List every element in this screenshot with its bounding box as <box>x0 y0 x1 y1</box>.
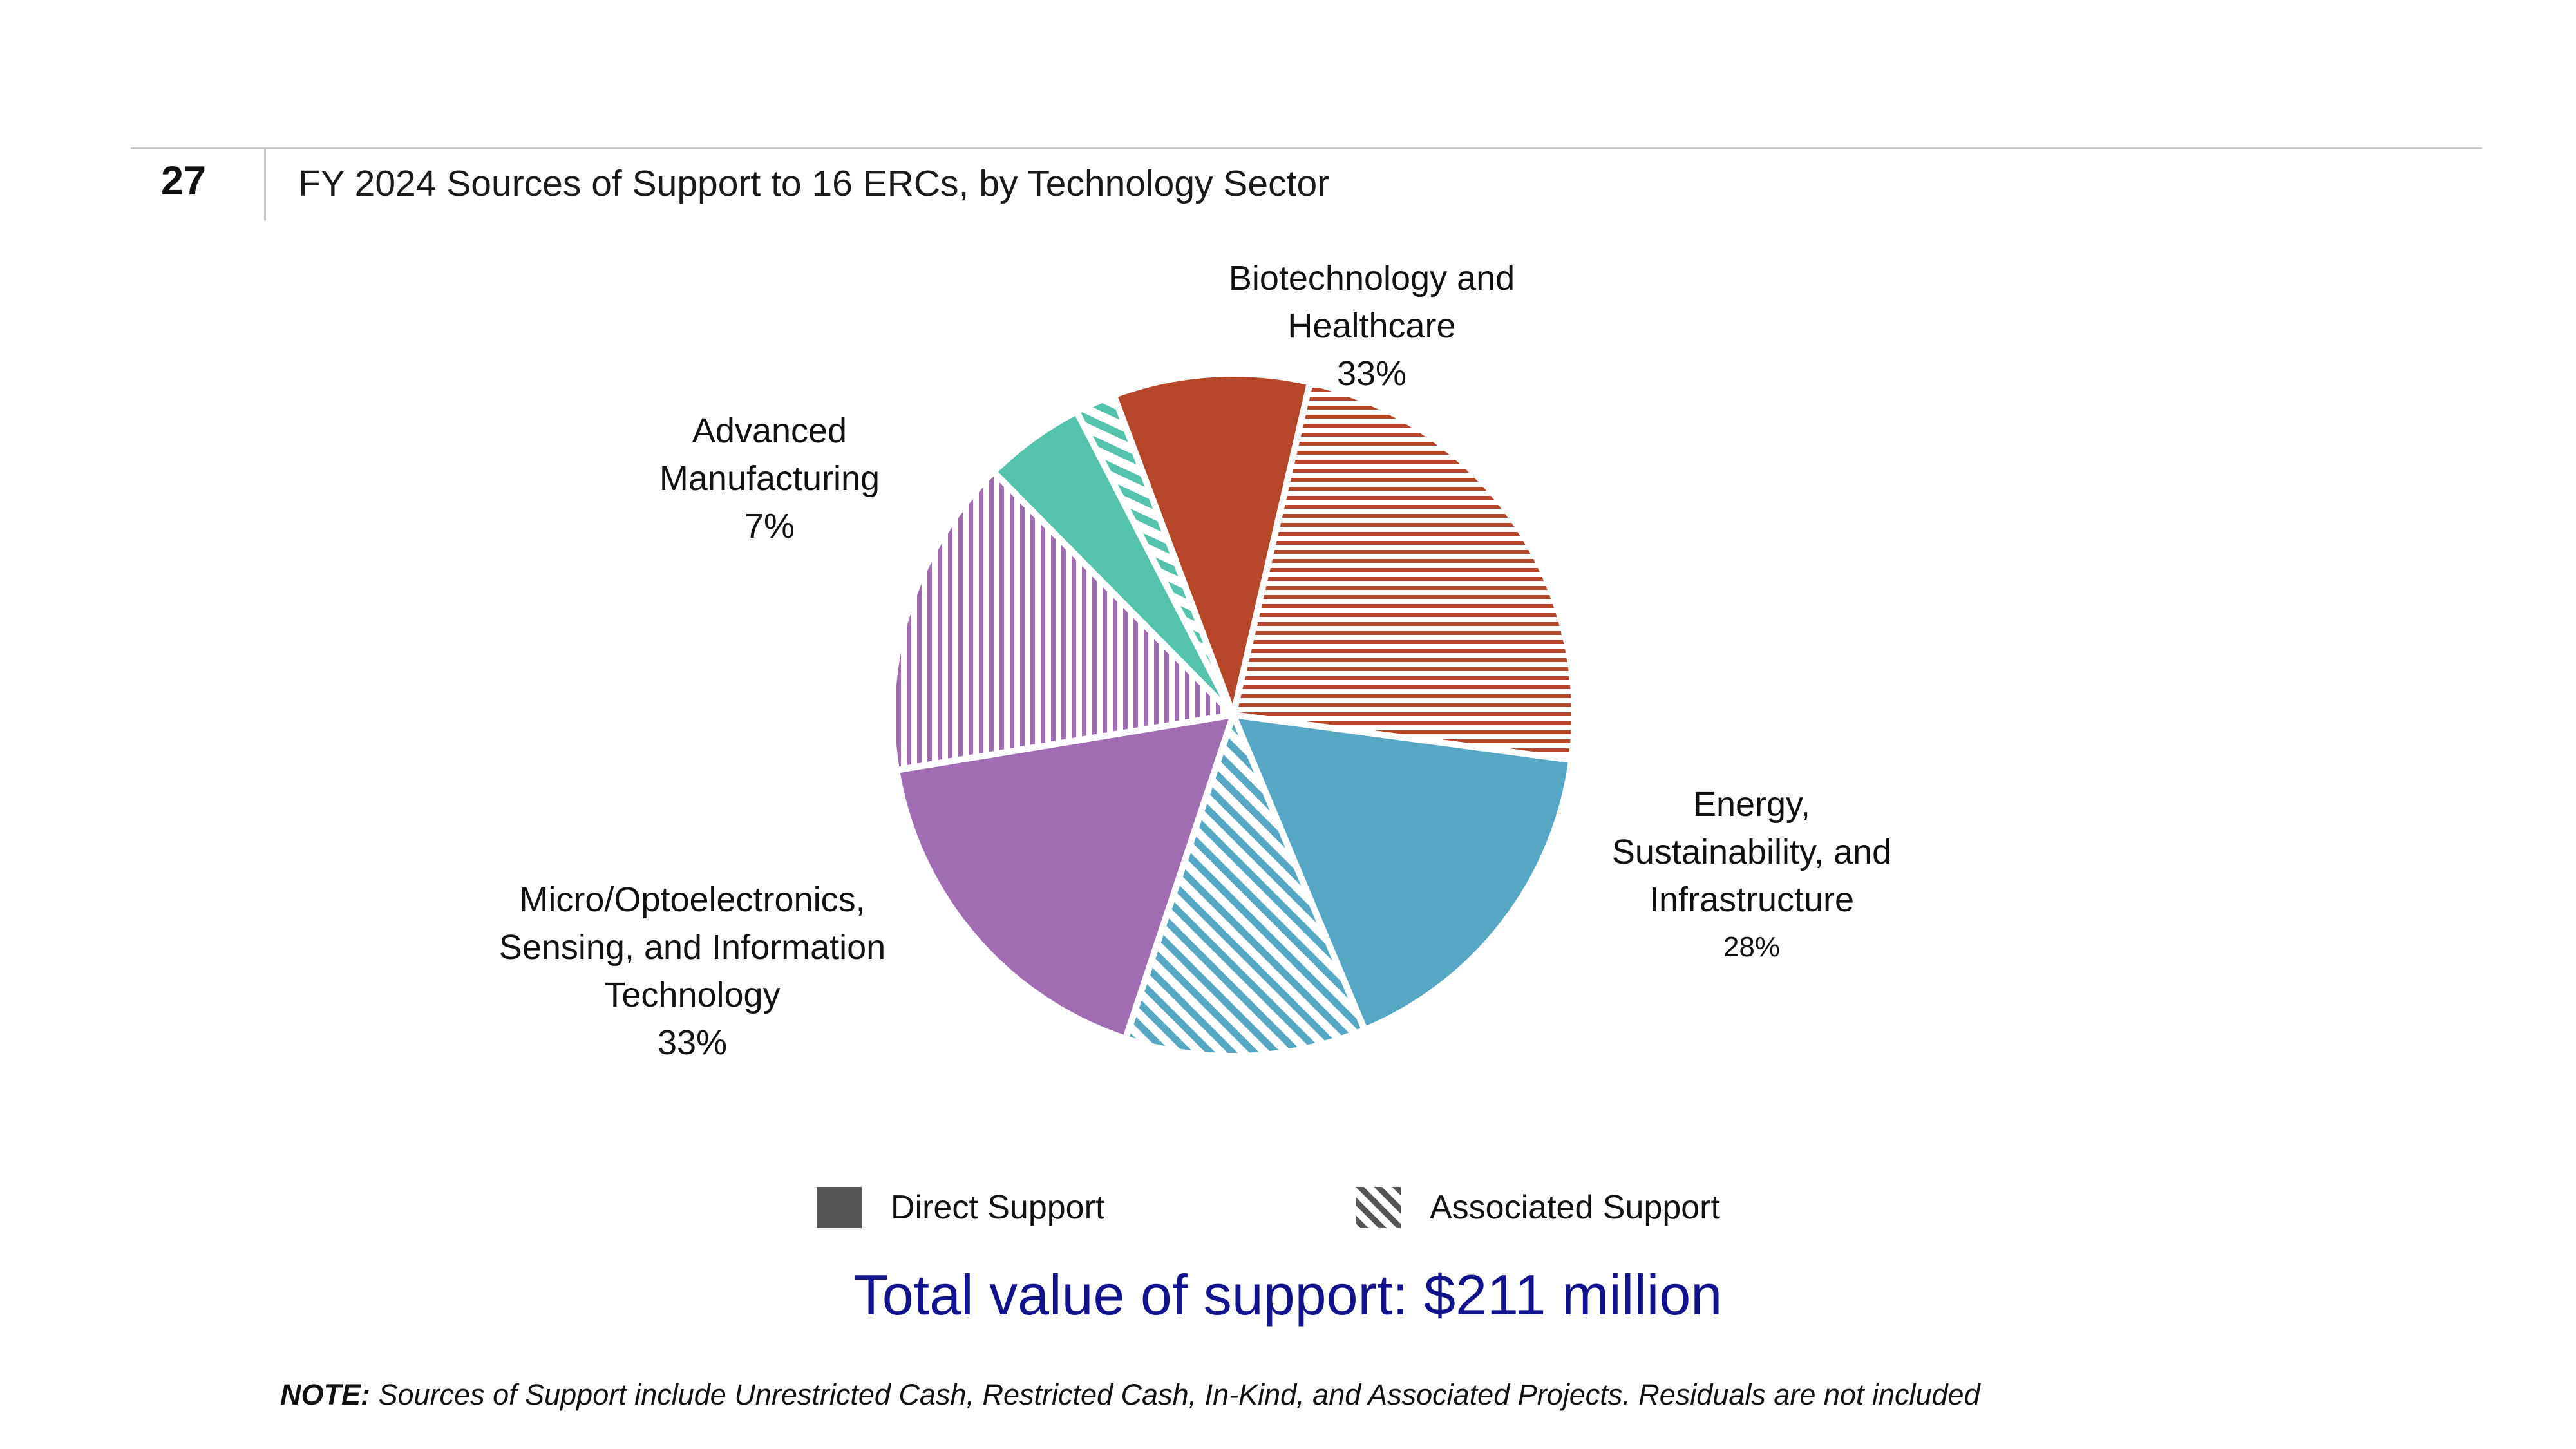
footnote-text: Sources of Support include Unrestricted … <box>370 1378 1980 1411</box>
chart-title: FY 2024 Sources of Support to 16 ERCs, b… <box>298 163 1330 204</box>
top-rule <box>131 147 2482 149</box>
pie-slice-micro-associated <box>889 468 1236 773</box>
slice-label-energy-line3: Infrastructure <box>1649 880 1855 919</box>
slice-label-biotechnology-percent: 33% <box>1336 354 1407 393</box>
slice-label-micro-line3: Technology <box>604 976 781 1014</box>
legend-direct-swatch <box>817 1187 862 1228</box>
slice-label-energy-line1: Energy, <box>1692 785 1811 824</box>
slice-label-micro-line1: Micro/Optoelectronics, <box>519 880 866 919</box>
legend-associated-label: Associated Support <box>1430 1189 1720 1226</box>
pie-slice-biotechnology-direct <box>1110 370 1314 718</box>
slice-label-energy: Energy, Sustainability, and Infrastructu… <box>1539 781 1964 971</box>
legend-direct-label: Direct Support <box>891 1189 1105 1226</box>
slice-label-micro-optoelectronics: Micro/Optoelectronics, Sensing, and Info… <box>451 876 934 1066</box>
title-divider <box>264 149 266 220</box>
pie-slice-energy-associated <box>1122 712 1368 1060</box>
pie-slices <box>889 370 1578 1060</box>
footnote: NOTE: Sources of Support include Unrestr… <box>280 1378 1980 1412</box>
slice-label-advanced-line1: Advanced <box>692 412 848 450</box>
legend-associated-swatch <box>1356 1187 1401 1228</box>
slice-label-biotechnology-line1: Biotechnology and <box>1228 259 1515 298</box>
legend-direct-support: Direct Support <box>817 1185 1104 1230</box>
pie-slice-micro-direct <box>893 712 1236 1042</box>
slice-label-micro-line2: Sensing, and Information <box>498 928 886 967</box>
pie-slice-energy-direct <box>1230 712 1575 1034</box>
pie-slice-biotechnology-associated <box>1230 379 1578 764</box>
slide-number: 27 <box>161 158 207 204</box>
total-value: Total value of support: $211 million <box>853 1263 1723 1327</box>
slice-label-advanced-percent: 7% <box>744 507 795 545</box>
slice-label-biotechnology: Biotechnology and Healthcare 33% <box>1179 254 1565 397</box>
slice-label-advanced-manufacturing: Advanced Manufacturing 7% <box>602 407 937 550</box>
footnote-prefix: NOTE: <box>280 1378 370 1411</box>
slice-label-advanced-line2: Manufacturing <box>659 459 880 498</box>
slice-label-energy-percent: 28% <box>1723 931 1781 963</box>
slice-label-micro-percent: 33% <box>657 1023 728 1062</box>
legend-associated-support: Associated Support <box>1356 1185 1720 1230</box>
slice-label-energy-line2: Sustainability, and <box>1611 833 1892 871</box>
slice-label-biotechnology-line2: Healthcare <box>1287 307 1456 345</box>
